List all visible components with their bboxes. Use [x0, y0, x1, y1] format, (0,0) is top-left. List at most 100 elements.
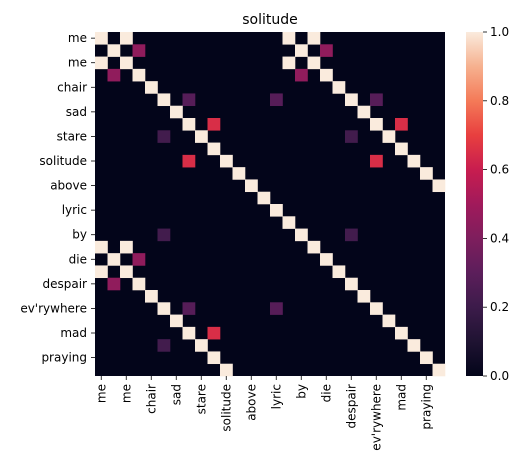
- heatmap-cell: [332, 81, 346, 94]
- y-tick-label: me: [68, 56, 87, 70]
- y-tick-label: above: [50, 179, 87, 193]
- x-tick-label: ev'rywhere: [369, 384, 383, 451]
- heatmap-cell: [95, 240, 108, 254]
- heatmap-cell: [207, 326, 221, 340]
- heatmap-cell: [132, 68, 146, 82]
- heatmap-cell: [195, 339, 208, 352]
- x-tick-label: chair: [144, 384, 158, 414]
- colorbar: [466, 32, 483, 376]
- x-tick-label: stare: [194, 384, 208, 414]
- heatmap-cell: [107, 44, 121, 57]
- heatmap-cell: [207, 142, 221, 156]
- y-tick-label: by: [72, 228, 87, 242]
- heatmap-cell: [157, 339, 171, 352]
- heatmap-cell: [120, 32, 133, 45]
- heatmap-cell: [357, 105, 371, 119]
- heatmap-cell: [95, 265, 108, 279]
- heatmap-cell: [382, 314, 396, 328]
- heatmap-cell: [157, 130, 171, 143]
- heatmap-cell: [107, 253, 121, 266]
- heatmap-cell: [207, 118, 221, 131]
- heatmap-cell: [95, 32, 108, 45]
- x-tick-label: solitude: [219, 384, 233, 432]
- heatmap-cell: [282, 32, 296, 45]
- heatmap-cell: [295, 68, 308, 82]
- heatmap-cell: [170, 105, 183, 119]
- heatmap-cell: [345, 130, 358, 143]
- colorbar-tick-label: 0.2: [490, 300, 509, 314]
- heatmap-cell: [332, 265, 346, 279]
- heatmap-cells: [95, 32, 446, 377]
- colorbar-tick-label: 1.0: [490, 25, 509, 39]
- heatmap-cell: [107, 277, 121, 291]
- heatmap-cell: [395, 142, 408, 156]
- heatmap-cell: [307, 240, 321, 254]
- heatmap-cell: [370, 154, 383, 168]
- heatmap-cell: [320, 253, 333, 266]
- colorbar-ticks: 0.0 0.2 0.4 0.6 0.8 1.0: [483, 25, 509, 383]
- heatmap-cell: [407, 154, 421, 168]
- chart-title: solitude: [242, 12, 298, 28]
- heatmap-cell: [270, 93, 283, 107]
- x-tick-label: above: [244, 384, 258, 421]
- heatmap-cell: [232, 167, 246, 180]
- x-tick-label: praying: [419, 384, 433, 430]
- heatmap-cell: [182, 302, 196, 315]
- heatmap-cell: [245, 179, 258, 193]
- heatmap-cell: [382, 130, 396, 143]
- heatmap-cell: [282, 56, 296, 70]
- heatmap-cell: [157, 228, 171, 242]
- heatmap-cell: [182, 93, 196, 107]
- y-tick-label: solitude: [39, 154, 87, 168]
- y-tick-label: chair: [57, 80, 87, 94]
- heatmap-cell: [270, 302, 283, 315]
- heatmap-cell: [95, 56, 108, 70]
- heatmap-cell: [120, 56, 133, 70]
- heatmap-cell: [320, 44, 333, 57]
- y-tick-label: praying: [41, 351, 87, 365]
- y-tick-label: sad: [66, 105, 87, 119]
- x-tick-label: by: [294, 384, 308, 399]
- y-tick-label: lyric: [62, 203, 87, 217]
- heatmap-cell: [370, 302, 383, 315]
- heatmap-cell: [407, 339, 421, 352]
- heatmap-cell: [132, 253, 146, 266]
- heatmap-cell: [295, 44, 308, 57]
- heatmap-cell: [182, 154, 196, 168]
- y-tick-label: mad: [60, 326, 87, 340]
- heatmap-cell: [370, 118, 383, 131]
- heatmap-cell: [320, 68, 333, 82]
- heatmap-cell: [420, 167, 433, 180]
- heatmap-cell: [182, 326, 196, 340]
- heatmap-cell: [295, 228, 308, 242]
- heatmap-cell: [345, 228, 358, 242]
- x-tick-label: me: [119, 384, 133, 403]
- x-axis-ticks: me me chair sad stare solitude above lyric by die…: [94, 376, 433, 451]
- colorbar-tick-label: 0.0: [490, 369, 509, 383]
- y-axis-ticks: me me chair sad stare solitude above lyric by die…: [20, 31, 95, 365]
- heatmap-cell: [395, 326, 408, 340]
- heatmap-cell: [307, 56, 321, 70]
- colorbar-tick-label: 0.6: [490, 163, 509, 177]
- heatmap-cell: [182, 118, 196, 131]
- heatmap-cell: [107, 68, 121, 82]
- heatmap-cell: [432, 179, 446, 193]
- y-tick-label: me: [68, 31, 87, 45]
- heatmap-cell: [145, 81, 158, 94]
- heatmap-cell: [207, 351, 221, 365]
- heatmap-cell: [307, 32, 321, 45]
- heatmap-cell: [195, 130, 208, 143]
- colorbar-tick-label: 0.8: [490, 94, 509, 108]
- heatmap-cell: [270, 204, 283, 217]
- heatmap-cell: [257, 191, 271, 205]
- heatmap-cell: [282, 216, 296, 229]
- y-tick-label: despair: [43, 277, 88, 291]
- heatmap-cell: [357, 290, 371, 303]
- heatmap-cell: [220, 363, 233, 377]
- x-tick-label: me: [94, 384, 108, 403]
- y-tick-label: ev'rywhere: [20, 301, 87, 315]
- heatmap-cell: [345, 93, 358, 107]
- x-tick-label: mad: [394, 384, 408, 411]
- heatmap-cell: [432, 363, 446, 377]
- heatmap-cell: [420, 351, 433, 365]
